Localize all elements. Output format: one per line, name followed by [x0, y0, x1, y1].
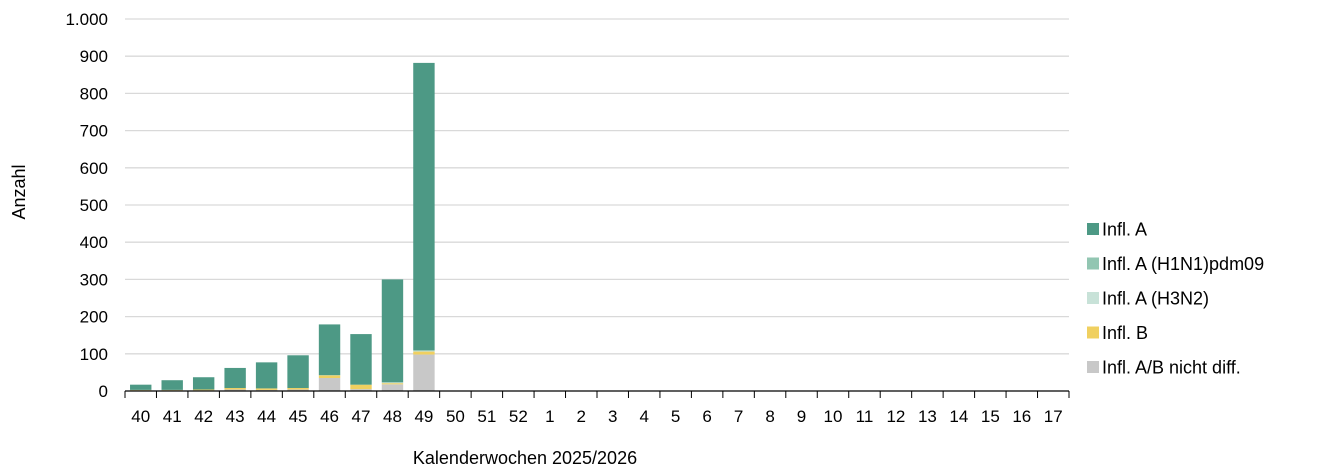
bar-segment: [318, 375, 341, 378]
legend-item: Infl. A (H3N2): [1087, 289, 1209, 309]
x-tick-label: 1: [545, 407, 554, 426]
bar-segment: [381, 279, 404, 383]
x-axis: 40 41 42 43 44 45 46 47 48 49 50 51 52 1 2 3 4 5 6 7 8 9 10 11 1…: [124, 390, 1070, 426]
x-tick-label: 10: [824, 407, 843, 426]
bar-segment: [413, 350, 435, 352]
x-tick-label: 13: [918, 407, 937, 426]
x-tick-label: 46: [320, 407, 339, 426]
x-tick-label: 48: [383, 407, 402, 426]
x-tick-label: 50: [446, 407, 465, 426]
bar-segment: [381, 383, 404, 385]
y-tick-label: 900: [80, 47, 108, 66]
bar-segment: [350, 384, 372, 390]
bar-segment: [255, 362, 278, 389]
bar-segment: [224, 367, 246, 389]
legend-item: Infl. A/B nicht diff.: [1087, 358, 1241, 378]
bar-segment: [350, 334, 372, 385]
x-tick-label: 43: [226, 407, 245, 426]
legend-label: Infl. B: [1102, 323, 1148, 343]
y-tick-label: 100: [80, 345, 108, 364]
y-axis-label: Anzahl: [9, 164, 29, 219]
bar-segment: [381, 382, 404, 383]
legend-swatch: [1087, 326, 1099, 339]
grid-lines: [125, 18, 1069, 355]
bar-segment: [350, 389, 372, 391]
x-tick-label: 16: [1012, 407, 1031, 426]
bar-segment: [413, 354, 435, 391]
x-tick-label: 12: [886, 407, 905, 426]
x-tick-label: 2: [577, 407, 586, 426]
y-tick-label: 200: [80, 308, 108, 327]
x-tick-label: 42: [194, 407, 213, 426]
bar-segment: [255, 388, 278, 390]
legend-swatch: [1087, 257, 1099, 270]
y-tick-label: 500: [80, 196, 108, 215]
legend-item: Infl. A (H1N1)pdm09: [1087, 254, 1264, 274]
bar-segment: [130, 384, 152, 390]
bar-segment: [224, 388, 246, 390]
legend-swatch: [1087, 223, 1099, 235]
y-tick-label: 1.000: [65, 10, 108, 29]
x-tick-label: 52: [509, 407, 528, 426]
legend: Infl. A Infl. A (H1N1)pdm09 Infl. A (H3N2)…: [1087, 220, 1264, 378]
bar-segment: [318, 324, 341, 376]
bar-segment: [318, 377, 341, 391]
bar-segment: [287, 389, 309, 391]
x-tick-label: 6: [702, 407, 711, 426]
x-tick-label: 11: [856, 407, 874, 426]
y-tick-label: 600: [80, 159, 108, 178]
legend-swatch: [1087, 361, 1099, 373]
bar-segment: [413, 351, 435, 355]
y-tick-label: 700: [80, 122, 108, 141]
y-tick-label: 0: [99, 382, 108, 401]
y-tick-label: 300: [80, 270, 108, 289]
x-tick-label: 51: [477, 407, 496, 426]
x-tick-label: 15: [981, 407, 1000, 426]
x-tick-label: 3: [608, 407, 617, 426]
legend-label: Infl. A/B nicht diff.: [1102, 358, 1241, 378]
x-axis-label: Kalenderwochen 2025/2026: [413, 448, 637, 468]
bar-segment: [192, 377, 215, 390]
legend-label: Infl. A (H1N1)pdm09: [1102, 254, 1264, 274]
legend-label: Infl. A: [1102, 220, 1147, 240]
x-tick-label: 7: [734, 407, 743, 426]
bar-segment: [192, 389, 215, 391]
x-tick-label: 44: [257, 407, 276, 426]
legend-swatch: [1087, 292, 1099, 304]
x-tick-label: 41: [163, 407, 182, 426]
bar-segment: [287, 355, 309, 389]
x-tick-label: 14: [949, 407, 968, 426]
bar-segment: [413, 62, 435, 351]
bar-segment: [381, 384, 404, 391]
legend-label: Infl. A (H3N2): [1102, 289, 1209, 309]
x-tick-label: 8: [765, 407, 774, 426]
x-tick-label: 45: [289, 407, 308, 426]
bar-segment: [287, 388, 309, 390]
x-tick-label: 40: [131, 407, 150, 426]
y-tick-label: 400: [80, 233, 108, 252]
legend-item: Infl. B: [1087, 323, 1148, 343]
bar-segment: [161, 380, 183, 390]
y-axis: 0 100 200 300 400 500 600 700 800 900 1.000: [65, 10, 108, 401]
x-tick-label: 47: [352, 407, 371, 426]
x-tick-label: 9: [797, 407, 806, 426]
x-tick-label: 17: [1044, 407, 1063, 426]
x-tick-label: 4: [639, 407, 648, 426]
y-tick-label: 800: [80, 84, 108, 103]
x-tick-label: 5: [671, 407, 680, 426]
legend-item: Infl. A: [1087, 220, 1147, 240]
bar-segment: [224, 389, 246, 391]
x-tick-label: 49: [414, 407, 433, 426]
bars: [130, 62, 435, 391]
